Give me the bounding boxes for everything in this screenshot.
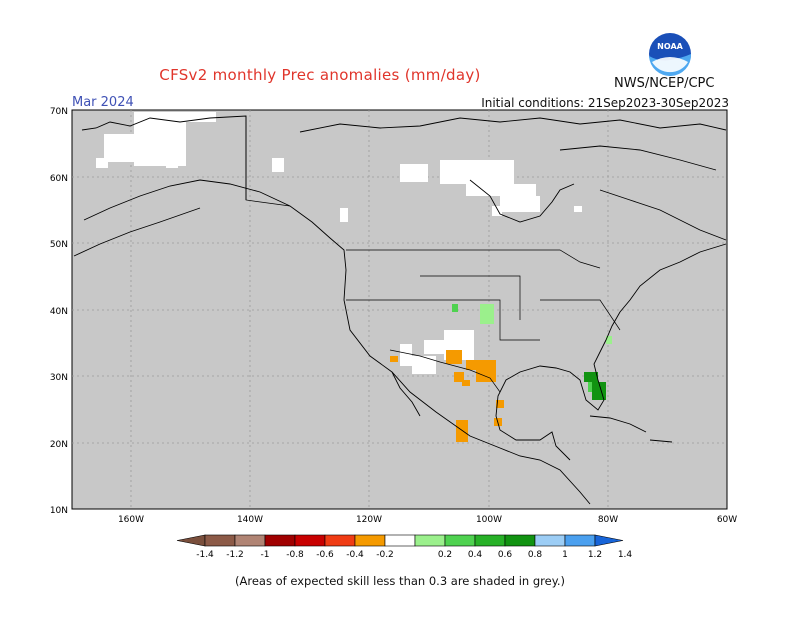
lat-label-60N: 60N [50,174,68,184]
legend-label: 0.2 [438,550,452,560]
longitude-labels: 160W 140W 120W 100W 80W 60W [118,515,737,525]
legend-swatch [354,534,386,547]
lon-label-160W: 160W [118,515,144,525]
lat-label-50N: 50N [50,240,68,250]
lat-label-20N: 20N [50,440,68,450]
legend-label: -0.2 [376,550,394,560]
latitude-labels: 70N 60N 50N 40N 30N 20N 10N [50,107,68,516]
legend-swatch [474,534,506,547]
legend-arrow-high [594,534,624,547]
legend-swatch [504,534,536,547]
noaa-logo-icon: NOAA [649,33,692,76]
target-month-label: Mar 2024 [72,95,134,110]
legend-swatch [234,534,266,547]
legend-label: -0.8 [286,550,304,560]
lon-label-80W: 80W [598,515,618,525]
map-area [71,109,728,510]
lat-label-70N: 70N [50,107,68,117]
legend-label: 0.4 [468,550,483,560]
legend-label: 0.8 [528,550,543,560]
legend-swatch [264,534,296,547]
legend-label: 1 [562,550,568,560]
legend-label: -0.4 [346,550,364,560]
wet-anomaly-light [480,304,612,344]
legend-swatch [324,534,356,547]
chart-title: CFSv2 monthly Prec anomalies (mm/day) [159,66,481,84]
legend-swatch [384,534,416,547]
legend-label: 1.4 [618,550,633,560]
borders [245,116,621,393]
legend-swatch [204,534,236,547]
legend-swatch [564,534,596,547]
legend-swatch [294,534,326,547]
legend-swatch [444,534,476,547]
lat-label-40N: 40N [50,307,68,317]
legend-label: 0.6 [498,550,513,560]
lon-label-140W: 140W [237,515,263,525]
legend-swatch [414,534,446,547]
legend-label: -0.6 [316,550,334,560]
lon-label-100W: 100W [476,515,502,525]
logo-text: NOAA [657,42,683,51]
initial-conditions-label: Initial conditions: 21Sep2023-30Sep2023 [481,96,729,110]
legend-label: -1 [261,550,270,560]
coastlines [73,115,727,505]
near-normal-patches [96,112,582,374]
colorbar-legend: -1.4 -1.2 -1 -0.8 -0.6 -0.4 -0.2 0.2 0.4 0.6 0.8 1 1… [176,534,633,560]
legend-label: 1.2 [588,550,602,560]
lat-label-10N: 10N [50,506,68,516]
lon-label-60W: 60W [717,515,737,525]
lon-label-120W: 120W [356,515,382,525]
lat-label-30N: 30N [50,373,68,383]
legend-label: -1.2 [226,550,244,560]
agency-label: NWS/NCEP/CPC [614,76,715,91]
legend-arrow-low [176,534,206,547]
legend-swatch [534,534,566,547]
legend-label: -1.4 [196,550,214,560]
skill-note: (Areas of expected skill less than 0.3 a… [235,574,565,588]
